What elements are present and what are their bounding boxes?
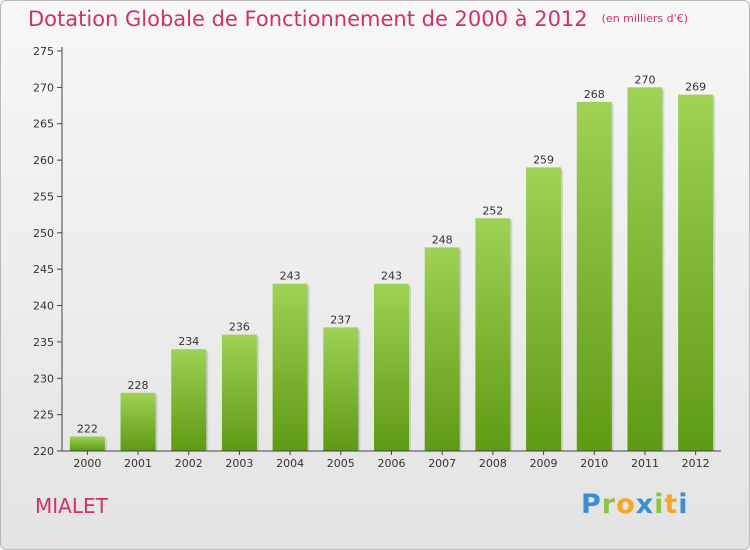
x-tick-label: 2006: [378, 457, 406, 470]
y-tick-label: 245: [33, 263, 54, 276]
x-tick-label: 2000: [73, 457, 101, 470]
bars-layer: 222 228 234 236 243 237 243 248 252 259 268 270 269: [69, 73, 716, 452]
bar-2003: [221, 334, 257, 451]
bar-value-label: 228: [128, 379, 149, 392]
x-tick-label: 2008: [479, 457, 507, 470]
bar-value-label: 243: [381, 270, 402, 283]
x-tick-label: 2010: [580, 457, 608, 470]
proxiti-logo[interactable]: Proxiti: [581, 489, 689, 520]
bar-2008: [475, 218, 511, 451]
y-tick-label: 250: [33, 227, 54, 240]
x-tick-label: 2003: [225, 457, 253, 470]
bar-2000: [69, 436, 105, 451]
bar-value-label: 248: [432, 233, 453, 246]
bar-2006: [374, 283, 409, 451]
bar-2012: [678, 94, 714, 452]
chart-title: Dotation Globale de Fonctionnement de 20…: [28, 7, 688, 31]
bar-2004: [272, 283, 308, 451]
chart-title-text: Dotation Globale de Fonctionnement de 20…: [28, 7, 588, 31]
bar-value-label: 234: [178, 335, 199, 348]
bar-value-label: 269: [685, 81, 706, 94]
y-tick-label: 225: [33, 409, 54, 422]
bar-value-label: 270: [634, 73, 655, 86]
bar-value-label: 236: [229, 321, 250, 334]
bar-2011: [627, 87, 663, 451]
bar-2010: [576, 101, 612, 451]
y-tick-label: 265: [33, 118, 54, 131]
x-tick-label: 2007: [428, 457, 456, 470]
y-tick-label: 275: [33, 45, 54, 58]
x-tick-label: 2012: [682, 457, 710, 470]
y-tick-label: 235: [33, 336, 54, 349]
y-tick-label: 230: [33, 372, 54, 385]
x-tick-label: 2002: [175, 457, 203, 470]
logo-letter: i: [654, 489, 665, 520]
x-tick-label: 2009: [530, 457, 558, 470]
y-tick-label: 240: [33, 300, 54, 313]
x-tick-label: 2011: [631, 457, 659, 470]
logo-letter: i: [678, 489, 689, 520]
x-tick-label: 2005: [327, 457, 355, 470]
bar-2009: [526, 167, 562, 451]
y-tick-label: 255: [33, 190, 54, 203]
bar-value-label: 222: [77, 422, 98, 435]
x-tick-label: 2001: [124, 457, 152, 470]
logo-letter: o: [616, 489, 636, 520]
y-tick-label: 270: [33, 81, 54, 94]
bar-value-label: 268: [584, 88, 605, 101]
bar-2005: [323, 327, 359, 451]
bar-value-label: 237: [330, 313, 351, 326]
axis-layer: 220 225 230 235 240 245 250 255 260 265 270 275 2000…: [33, 45, 721, 470]
y-tick-label: 220: [33, 445, 54, 458]
bar-value-label: 259: [533, 153, 554, 166]
commune-name: MIALET: [35, 494, 108, 518]
bar-2001: [120, 392, 156, 451]
logo-letter: t: [664, 489, 679, 520]
bar-value-label: 252: [482, 204, 503, 217]
bar-value-label: 243: [280, 270, 301, 283]
bar-2007: [424, 247, 460, 451]
logo-letter: P: [581, 489, 602, 520]
bar-2002: [171, 349, 207, 451]
chart-unit-label: (en milliers d'€): [601, 12, 688, 25]
y-tick-label: 260: [33, 154, 54, 167]
logo-letter: x: [635, 489, 655, 520]
x-tick-label: 2004: [276, 457, 304, 470]
logo-letter: r: [601, 489, 617, 520]
